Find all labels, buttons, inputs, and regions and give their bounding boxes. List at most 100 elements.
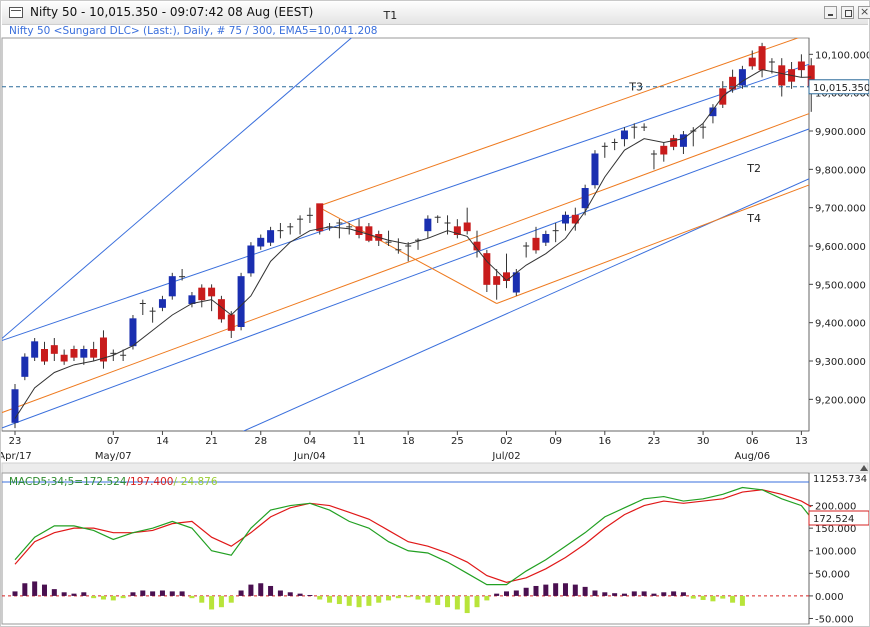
x-tick-label: 28: [254, 436, 267, 447]
histogram-bar-positive: [553, 583, 559, 596]
histogram-bar-positive: [641, 591, 647, 596]
trendline-label: T2: [746, 162, 761, 175]
candle-down: [473, 241, 481, 251]
price-y-tick-label: 9,700.000: [815, 204, 866, 215]
panel-separator[interactable]: [1, 462, 869, 474]
candle-up: [80, 349, 88, 358]
histogram-bar-negative: [720, 595, 726, 599]
candle-up: [11, 389, 19, 423]
candle-up: [247, 245, 255, 274]
close-icon[interactable]: ×: [858, 5, 870, 19]
x-tick-label: 23: [9, 436, 22, 447]
candle-down: [453, 226, 461, 235]
x-tick-label: 13: [795, 436, 808, 447]
histogram-bar-positive: [523, 587, 529, 596]
chart-window-icon: [9, 7, 23, 18]
candle-down: [532, 237, 540, 251]
histogram-bar-positive: [238, 590, 244, 596]
histogram-bar-positive: [671, 591, 677, 596]
x-tick-label: 06: [746, 436, 759, 447]
histogram-bar-positive: [612, 593, 618, 596]
histogram-bar-positive: [592, 590, 598, 596]
price-y-tick-label: 9,900.000: [815, 127, 866, 138]
x-tick-label: 23: [648, 436, 661, 447]
candle-up: [581, 188, 589, 209]
candle-up: [591, 153, 599, 186]
minimize-icon[interactable]: [824, 6, 837, 19]
macd-top-value: 11253.734: [813, 474, 867, 485]
title-bar[interactable]: Nifty 50 - 10,015.350 - 09:07:42 08 Aug …: [2, 2, 870, 25]
candle-down: [758, 46, 766, 71]
histogram-bar-positive: [32, 581, 38, 596]
histogram-bar-positive: [277, 590, 283, 596]
candle-up: [679, 134, 687, 147]
histogram-bar-positive: [71, 593, 77, 596]
histogram-bar-negative: [445, 595, 451, 608]
price-y-tick-label: 9,500.000: [815, 280, 866, 291]
histogram-bar-positive: [631, 591, 637, 596]
x-tick-label: 07: [107, 436, 120, 447]
candle-down: [797, 61, 805, 71]
candle-up: [620, 130, 628, 140]
candle-down: [227, 314, 235, 331]
macd-y-tick-label: 200.000: [815, 502, 856, 513]
candle-down: [316, 203, 324, 232]
histogram-bar-negative: [690, 595, 696, 599]
histogram-bar-positive: [81, 592, 87, 596]
x-tick-label: 16: [598, 436, 611, 447]
x-month-label: May/07: [95, 451, 132, 462]
window-title: Nifty 50 - 10,015.350 - 09:07:42 08 Aug …: [30, 5, 314, 19]
candle-down: [50, 345, 58, 354]
x-tick-label: 14: [156, 436, 169, 447]
collapse-arrow-icon[interactable]: [860, 465, 868, 471]
histogram-bar-positive: [150, 591, 156, 596]
price-y-tick-label: 9,400.000: [815, 319, 866, 330]
candle-down: [60, 354, 68, 362]
histogram-bar-positive: [12, 591, 18, 596]
histogram-bar-negative: [218, 595, 224, 608]
x-tick-label: 25: [451, 436, 464, 447]
histogram-bar-negative: [356, 595, 362, 608]
candle-up: [129, 318, 137, 347]
x-tick-label: 21: [205, 436, 218, 447]
histogram-bar-negative: [336, 595, 342, 605]
histogram-bar-positive: [562, 583, 568, 596]
macd-header-signal: /197.400: [127, 476, 174, 488]
x-tick-label: 09: [549, 436, 562, 447]
macd-header-hist: /-24.876: [173, 476, 217, 488]
histogram-bar-negative: [474, 595, 480, 608]
histogram-bar-positive: [661, 592, 667, 596]
histogram-bar-positive: [504, 591, 509, 596]
histogram-bar-negative: [327, 595, 333, 603]
histogram-bar-positive: [179, 591, 185, 596]
histogram-bar-negative: [199, 595, 205, 603]
candle-up: [738, 69, 746, 86]
x-month-label: Apr/17: [1, 451, 32, 462]
trendline-label: T1: [383, 9, 398, 22]
macd-y-tick-label: -50.000: [815, 614, 854, 625]
histogram-bar-positive: [22, 583, 28, 596]
macd-y-tick-label: 50.000: [815, 569, 850, 580]
histogram-bar-negative: [228, 595, 234, 603]
trendline: [242, 178, 809, 431]
candle-up: [542, 234, 550, 243]
histogram-bar-negative: [464, 595, 470, 614]
candle-up: [709, 107, 717, 117]
histogram-bar-positive: [169, 591, 175, 596]
x-month-label: Jul/02: [491, 451, 520, 462]
candle-up: [424, 218, 432, 232]
histogram-bar-positive: [680, 592, 686, 596]
macd-current-box: [808, 510, 869, 526]
candle-down: [748, 57, 756, 67]
histogram-bar-positive: [159, 590, 165, 596]
candle-up: [21, 356, 29, 377]
histogram-bar-negative: [730, 595, 736, 603]
price-y-tick-label: 10,100.000: [815, 50, 869, 61]
candle-up: [257, 237, 265, 247]
restore-icon[interactable]: [841, 6, 854, 19]
candle-up: [267, 230, 275, 243]
price-y-tick-label: 9,300.000: [815, 357, 866, 368]
histogram-bar-negative: [91, 595, 97, 599]
price-y-tick-label: 9,600.000: [815, 242, 866, 253]
